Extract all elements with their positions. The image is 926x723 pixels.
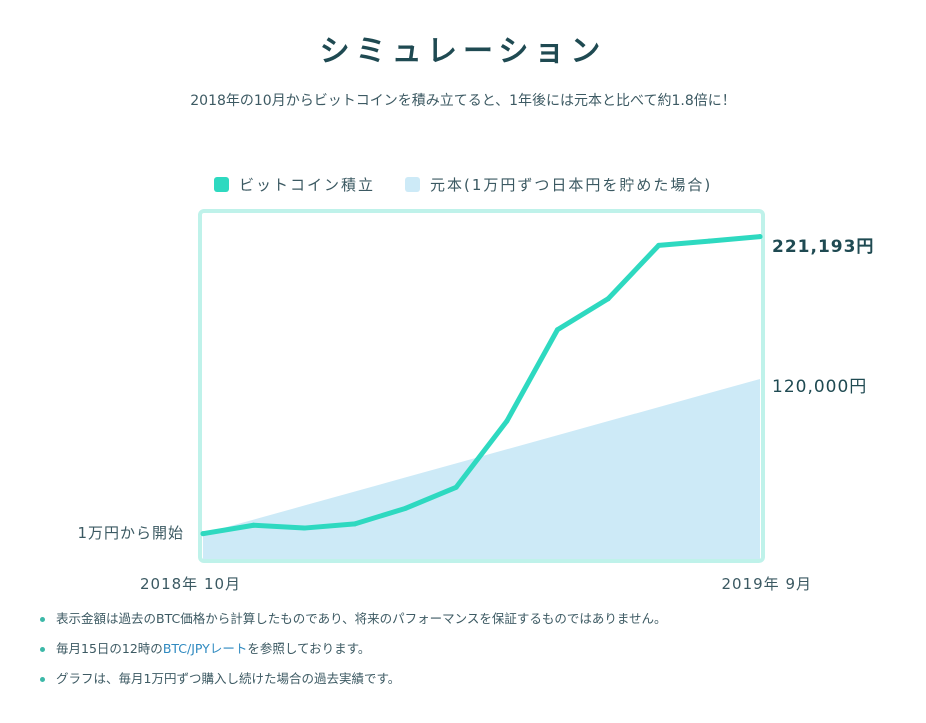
x-tick-label-start: 2018年 10月 [140,575,241,593]
bitcoin-line [200,234,763,537]
bitcoin-point [605,296,611,302]
bitcoin-point [453,484,459,490]
disclaimer-notes: 表示金額は過去のBTC価格から計算したものであり、将来のパフォーマンスを保証する… [38,610,666,700]
legend-swatch-bitcoin [214,177,229,192]
legend-item-principal: 元本(1万円ずつ日本円を貯めた場合) [405,174,712,195]
end-value-bitcoin: 221,193円 [772,237,874,257]
note-item: 毎月15日の12時のBTC/JPYレートを参照しております。 [38,640,666,670]
bitcoin-point [757,234,763,240]
legend-swatch-principal [405,177,421,192]
page-subtitle: 2018年の10月からビットコインを積み立てると、1年後には元本と比べて約1.8… [190,93,736,109]
legend-label-bitcoin: ビットコイン積立 [239,176,376,194]
note-text: 表示金額は過去のBTC価格から計算したものであり、将来のパフォーマンスを保証する… [56,611,667,626]
note-item: グラフは、毎月1万円ずつ購入し続けた場合の過去実績です。 [38,670,666,700]
bitcoin-point [301,525,307,531]
bitcoin-point [352,521,358,527]
x-tick-label-end: 2019年 9月 [722,575,813,593]
chart-svg: 1万円から開始 221,193円 120,000円 2018年 10月 2019… [77,209,874,593]
bitcoin-point [200,531,206,537]
bitcoin-point [554,327,560,333]
end-value-principal: 120,000円 [772,377,867,397]
bitcoin-point [706,238,712,244]
note-text: を参照しております。 [247,641,371,656]
bitcoin-point [504,418,510,424]
page-title: シミュレーション [319,34,607,69]
chart-frame [198,209,765,563]
rate-link[interactable]: BTC/JPYレート [162,641,248,656]
note-item: 表示金額は過去のBTC価格から計算したものであり、将来のパフォーマンスを保証する… [38,610,666,640]
note-text: 毎月15日の12時の [56,641,163,656]
bitcoin-point [251,522,257,528]
principal-area [203,378,760,559]
legend-label-principal: 元本(1万円ずつ日本円を貯めた場合) [430,176,713,194]
bitcoin-point [403,505,409,511]
legend-item-bitcoin: ビットコイン積立 [214,174,375,195]
start-annotation: 1万円から開始 [77,524,184,542]
chart-legend: ビットコイン積立 元本(1万円ずつ日本円を貯めた場合) [214,174,742,195]
bitcoin-point [656,242,662,248]
note-text: グラフは、毎月1万円ずつ購入し続けた場合の過去実績です。 [56,671,401,686]
